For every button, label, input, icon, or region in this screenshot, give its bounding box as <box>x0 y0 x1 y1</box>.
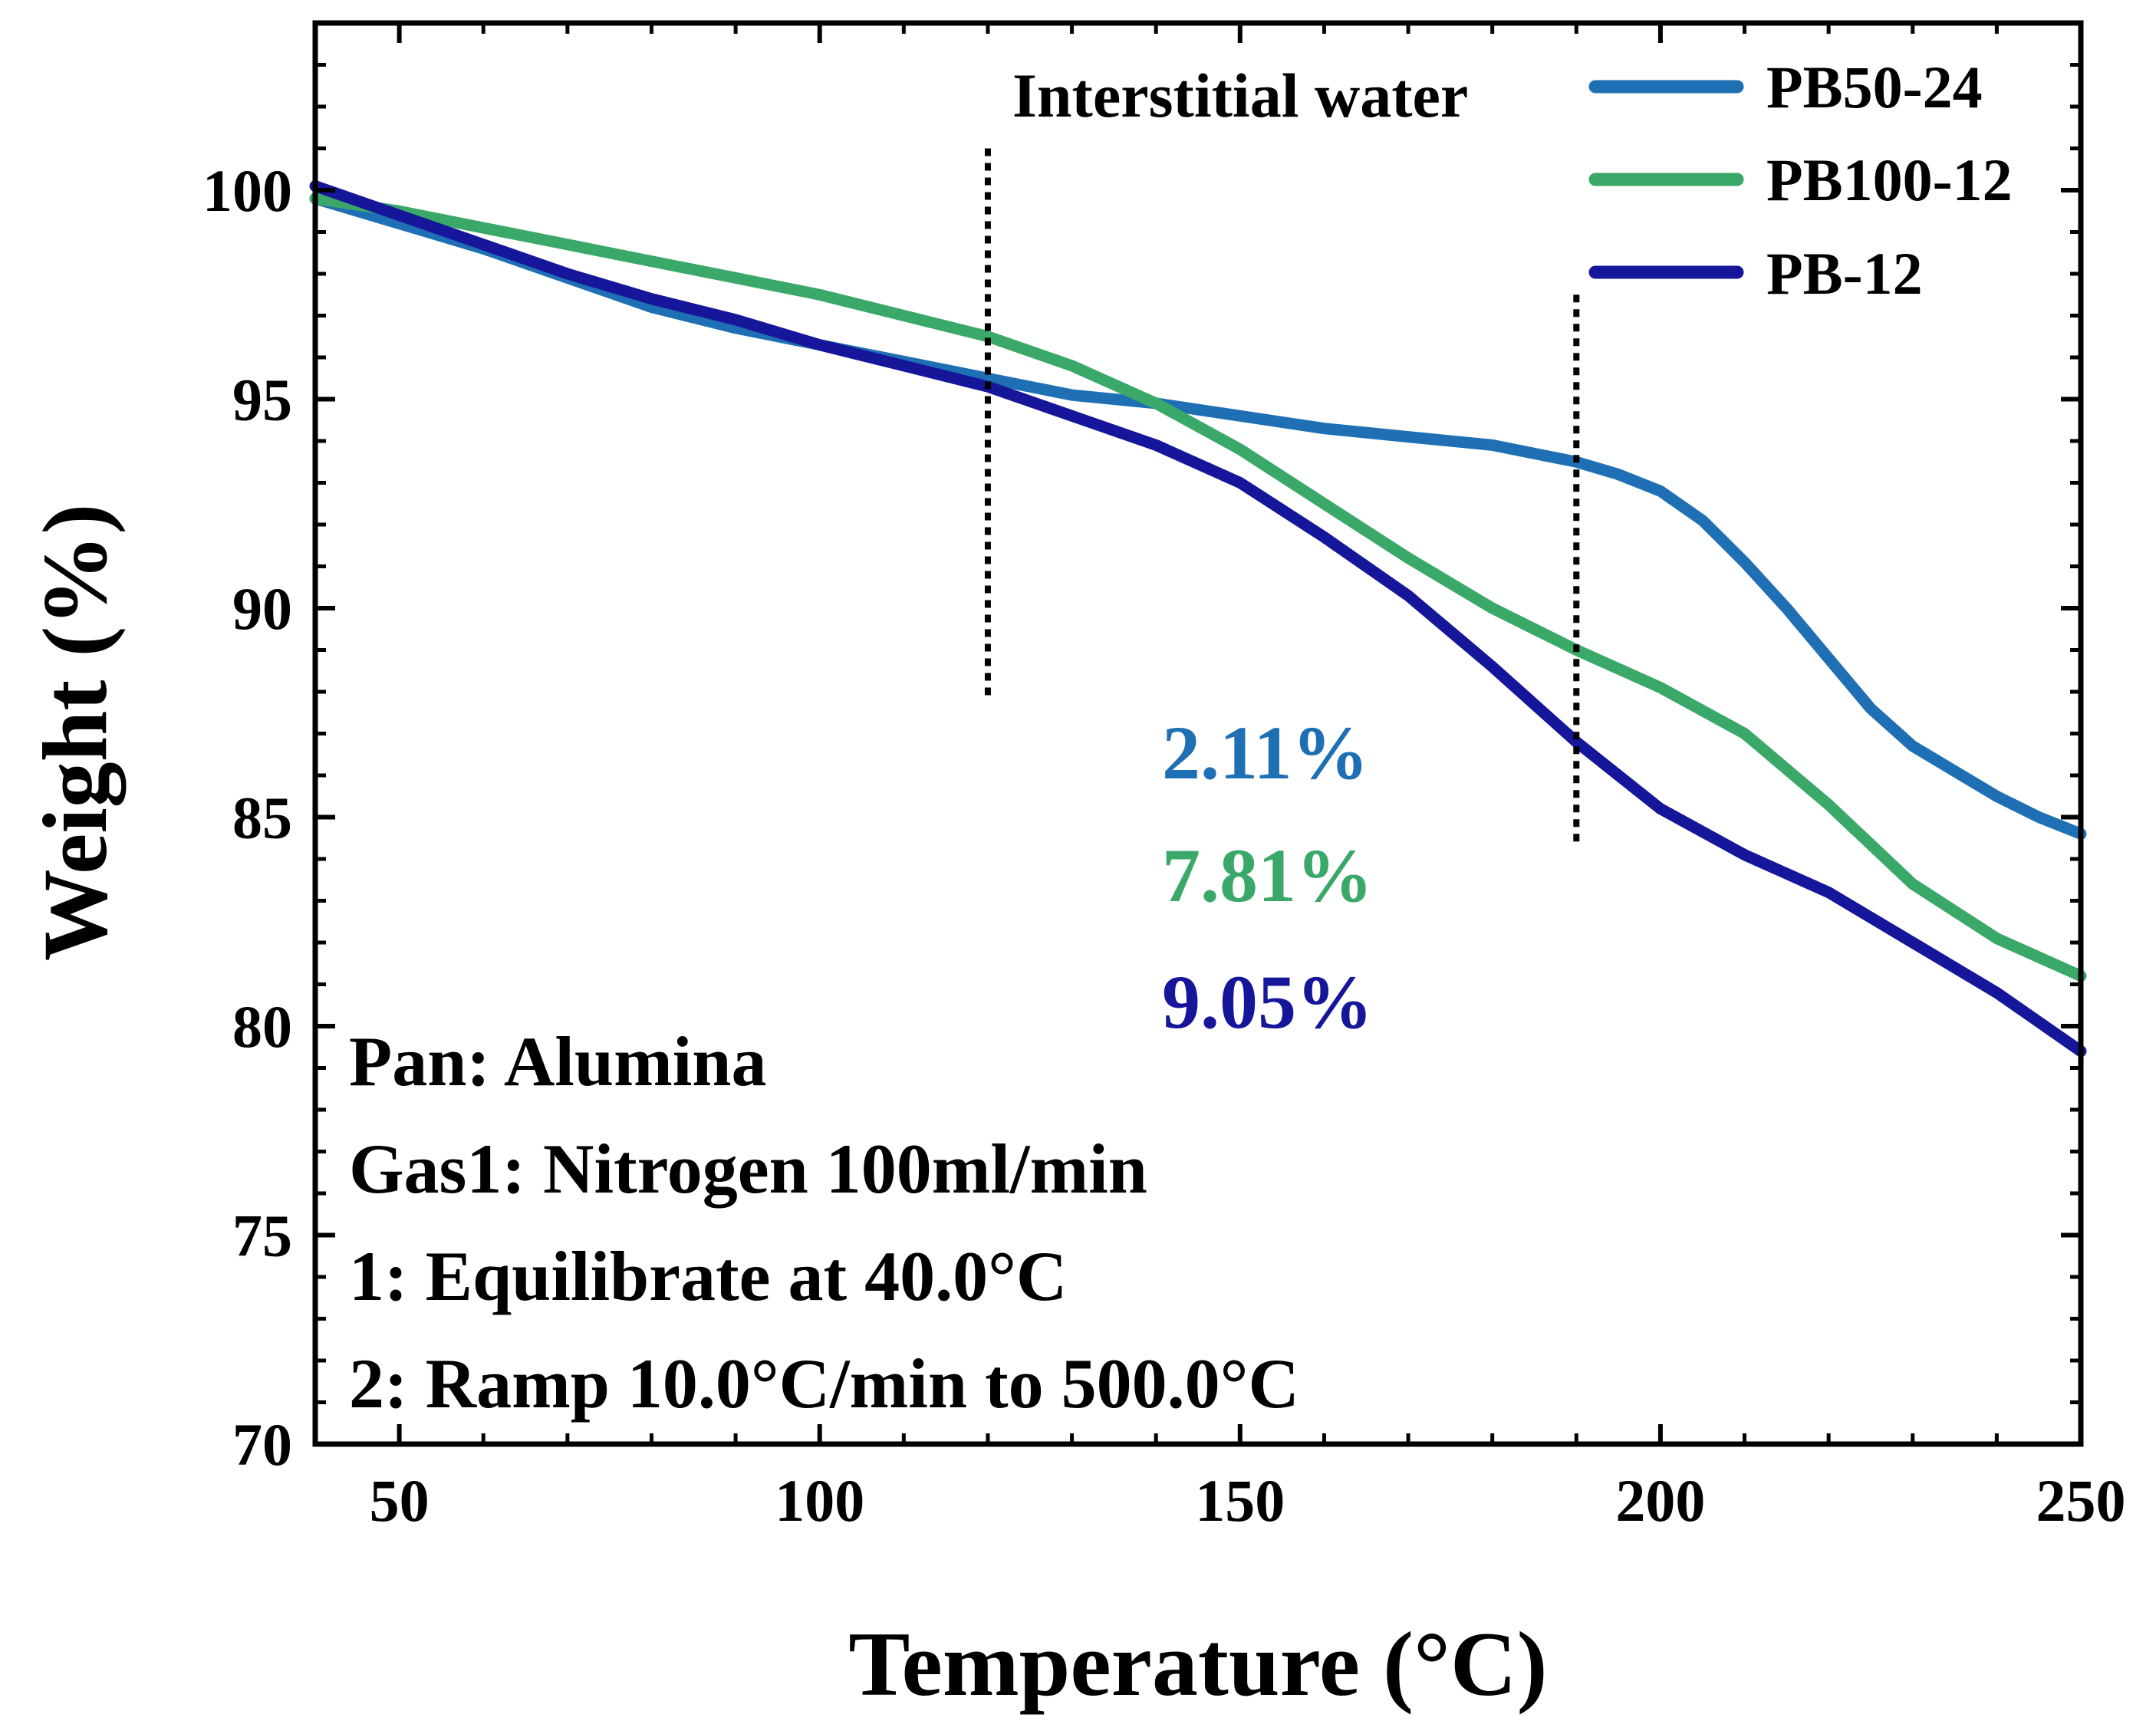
pct-label-pb50-24: 2.11% <box>1162 710 1368 795</box>
series-line-pb100-12 <box>309 192 2087 982</box>
y-tick-label: 85 <box>232 785 292 851</box>
ticklabel-layer: 50 100 150 200 250 70 75 80 85 90 95 100 <box>202 157 2126 1534</box>
x-axis-title: Temperature (°C) <box>848 1613 1547 1715</box>
y-tick-label: 90 <box>232 575 292 642</box>
y-tick-label: 80 <box>232 993 292 1060</box>
condition-pan: Pan: Alumina <box>349 1022 766 1101</box>
y-axis-title: Weight (%) <box>24 504 127 962</box>
interstitial-water-label: Interstitial water <box>1012 61 1468 130</box>
legend-label-pb50-24: PB50-24 <box>1766 54 1983 120</box>
x-tick-label: 250 <box>2036 1467 2126 1534</box>
x-tick-label: 100 <box>775 1467 864 1534</box>
pct-label-pb100-12: 7.81% <box>1162 833 1373 918</box>
series-line-pb-12 <box>309 180 2087 1058</box>
x-tick-label: 50 <box>370 1467 430 1534</box>
legend: PB50-24 PB100-12 PB-12 <box>1588 54 2013 307</box>
y-tick-label: 100 <box>202 157 292 224</box>
y-tick-label: 75 <box>232 1203 292 1269</box>
y-tick-label: 70 <box>232 1411 292 1478</box>
y-tick-label: 95 <box>232 367 292 433</box>
condition-gas: Gas1: Nitrogen 100ml/min <box>349 1130 1147 1208</box>
series-line-pb50-24 <box>309 192 2087 840</box>
x-tick-label: 200 <box>1615 1467 1705 1534</box>
legend-label-pb-12: PB-12 <box>1766 240 1923 307</box>
legend-label-pb100-12: PB100-12 <box>1766 146 2013 213</box>
pct-label-pb-12: 9.05% <box>1162 959 1373 1045</box>
tick-layer <box>313 21 2083 1446</box>
condition-equilibrate: 1: Equilibrate at 40.0°C <box>349 1237 1067 1315</box>
vline-layer <box>984 148 1580 843</box>
condition-ramp: 2: Ramp 10.0°C/min to 500.0°C <box>349 1344 1299 1423</box>
series-layer <box>309 180 2087 1058</box>
x-tick-label: 150 <box>1195 1467 1285 1534</box>
